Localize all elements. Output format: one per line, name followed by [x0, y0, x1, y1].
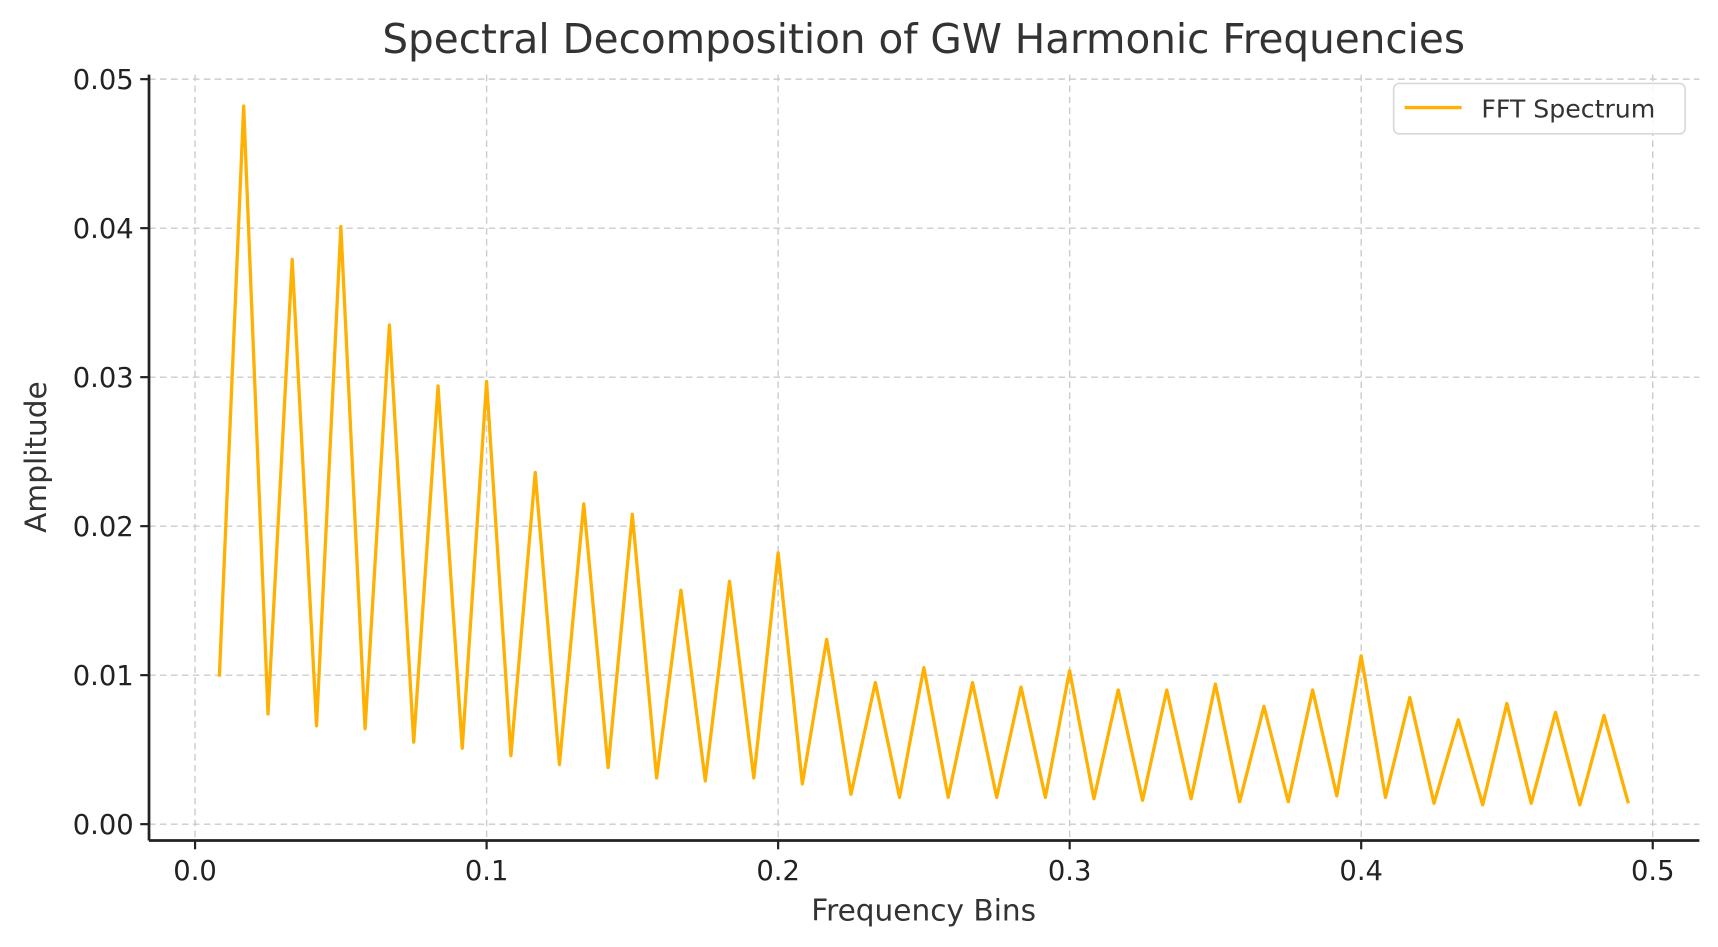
series-layer: [217, 104, 1630, 807]
x-tick-label: 0.2: [756, 856, 800, 887]
legend: FFT Spectrum: [1392, 82, 1686, 135]
grid: [149, 74, 1700, 841]
x-tick-label: 0.1: [465, 856, 509, 887]
x-ticks: 0.0 0.1 0.2 0.3 0.4 0.5: [173, 840, 1675, 887]
y-tick-label: 0.04: [73, 214, 134, 245]
y-tick-label: 0.00: [73, 810, 134, 841]
legend-box: [1392, 82, 1686, 135]
chart-title: Spectral Decomposition of GW Harmonic Fr…: [382, 15, 1465, 63]
x-tick-label: 0.0: [173, 856, 217, 887]
x-tick-label: 0.5: [1631, 856, 1675, 887]
x-tick-label: 0.3: [1048, 856, 1092, 887]
y-tick-label: 0.01: [73, 661, 134, 692]
x-tick-label: 0.4: [1339, 856, 1383, 887]
y-tick-label: 0.03: [73, 363, 134, 394]
y-tick-label: 0.02: [73, 512, 134, 543]
y-tick-label: 0.05: [73, 65, 134, 96]
x-axis-label: Frequency Bins: [811, 894, 1036, 928]
series-line-fft-spectrum: [217, 104, 1630, 807]
legend-label: FFT Spectrum: [1481, 94, 1655, 123]
y-ticks: 0.00 0.01 0.02 0.03 0.04 0.05: [73, 65, 150, 841]
y-axis-label: Amplitude: [19, 381, 53, 533]
